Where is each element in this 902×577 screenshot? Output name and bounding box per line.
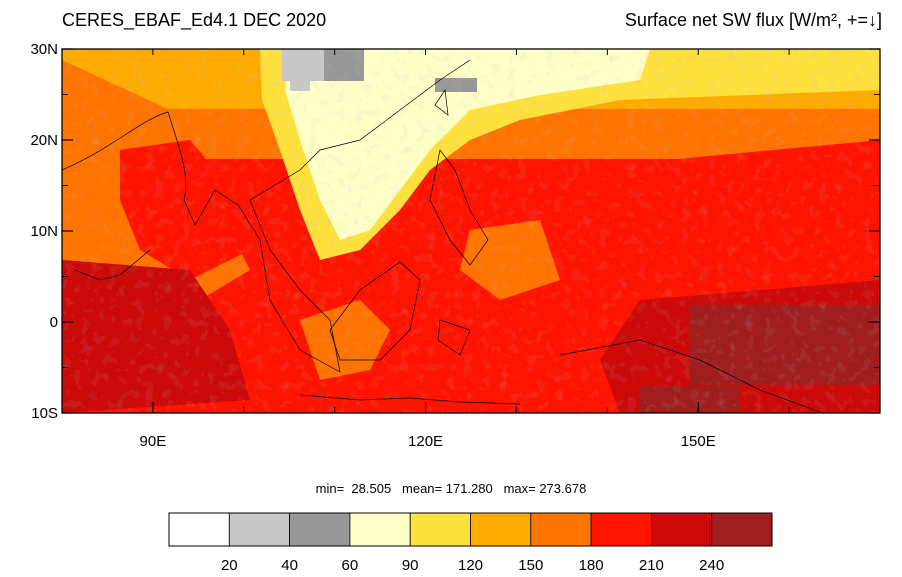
left-title: CERES_EBAF_Ed4.1 DEC 2020: [62, 10, 327, 30]
colorbar-swatch: [711, 512, 773, 547]
colorbar-label: 210: [639, 557, 664, 574]
colorbar: [168, 512, 773, 547]
colorbar-swatch: [228, 512, 291, 547]
colorbar-frame: [168, 512, 773, 547]
colorbar-label: 20: [221, 557, 238, 574]
lat-tick-label: 30N: [30, 41, 58, 58]
colorbar-swatch: [349, 512, 411, 547]
lat-tick-label: 10S: [31, 405, 58, 422]
colorbar-swatch: [590, 512, 652, 547]
lon-tick-label: 150E: [681, 433, 716, 450]
colorbar-labels: 20 40 60 90 120 150 180 210 240: [221, 557, 724, 574]
colorbar-label: 90: [402, 557, 419, 574]
lat-tick-label: 10N: [30, 223, 58, 240]
colorbar-swatch: [651, 512, 713, 547]
colorbar-label: 60: [342, 557, 359, 574]
coastline-layer: [62, 59, 821, 413]
right-title: Surface net SW flux [W/m², +=↓]: [624, 10, 882, 30]
colorbar-label: 180: [579, 557, 604, 574]
colorbar-swatch: [409, 512, 471, 547]
colorbar-label: 40: [281, 557, 298, 574]
colorbar-swatch: [530, 512, 592, 547]
axis-ticks: [61, 48, 881, 414]
colorbar-label: 240: [699, 557, 724, 574]
colorbar-swatch: [289, 512, 351, 547]
flux-field: [62, 49, 880, 413]
colorbar-label: 120: [458, 557, 483, 574]
colorbar-swatch: [168, 512, 230, 547]
lon-tick-label: 120E: [408, 433, 443, 450]
lat-tick-label: 0: [50, 314, 58, 331]
colorbar-swatch: [470, 512, 532, 547]
lat-tick-label: 20N: [30, 132, 58, 149]
colorbar-label: 150: [518, 557, 543, 574]
stats-line: min= 28.505 mean= 171.280 max= 273.678: [315, 481, 587, 496]
axis-labels: 90E 120E 150E 30N 20N 10N 0 10S: [30, 41, 715, 450]
lon-tick-label: 90E: [140, 433, 167, 450]
